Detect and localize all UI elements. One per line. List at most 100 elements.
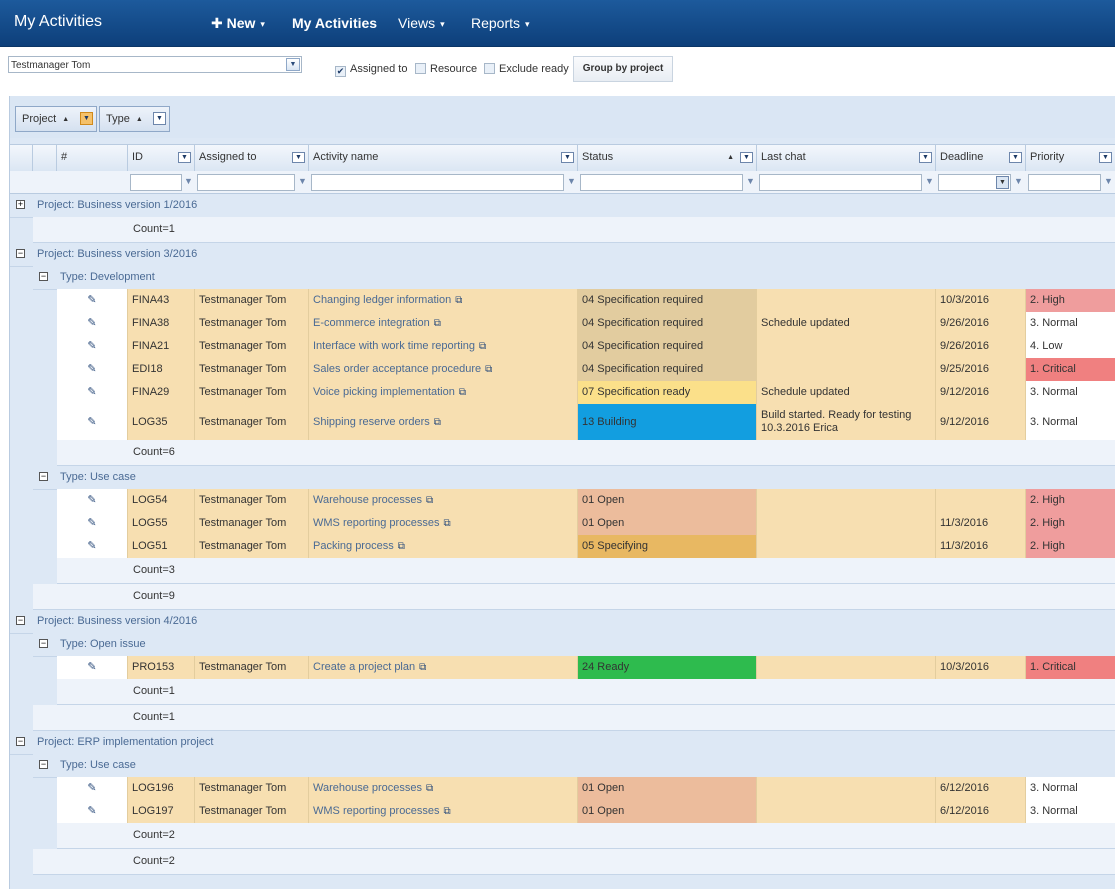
filter-input-status[interactable] xyxy=(580,174,743,191)
chevron-down-icon[interactable]: ▼ xyxy=(919,152,932,163)
col-lastchat[interactable]: Last chat ▼ xyxy=(757,145,936,171)
external-link-icon[interactable]: ⧉ xyxy=(455,295,463,306)
table-row[interactable]: ✎ LOG196 Testmanager Tom Warehouse processe… xyxy=(57,777,1115,801)
checkbox-icon[interactable] xyxy=(484,63,495,74)
chevron-down-icon[interactable]: ▼ xyxy=(1099,152,1112,163)
chevron-down-icon[interactable]: ▼ xyxy=(286,58,300,71)
filter-input-deadline[interactable]: ▼ xyxy=(938,174,1011,191)
external-link-icon[interactable]: ⧉ xyxy=(397,541,405,552)
expand-icon[interactable]: + xyxy=(16,199,25,209)
edit-icon[interactable]: ✎ xyxy=(87,386,97,398)
external-link-icon[interactable]: ⧉ xyxy=(458,387,466,398)
cell-activity[interactable]: Voice picking implementation ⧉ xyxy=(309,381,578,404)
chevron-down-icon[interactable]: ▼ xyxy=(292,152,305,163)
nav-my-activities[interactable]: My Activities xyxy=(292,15,378,31)
edit-icon[interactable]: ✎ xyxy=(87,805,97,817)
external-link-icon[interactable]: ⧉ xyxy=(426,495,434,506)
edit-icon[interactable]: ✎ xyxy=(87,415,97,428)
cell-edit[interactable]: ✎ xyxy=(57,535,128,558)
filter-icon[interactable]: ▼ xyxy=(298,176,307,186)
external-link-icon[interactable]: ⧉ xyxy=(433,416,441,428)
collapse-icon[interactable]: − xyxy=(16,248,25,258)
external-link-icon[interactable]: ⧉ xyxy=(433,318,441,329)
collapse-icon[interactable]: − xyxy=(39,638,48,648)
filter-icon[interactable]: ▼ xyxy=(184,176,193,186)
filter-input-id[interactable] xyxy=(130,174,182,191)
chevron-down-icon[interactable]: ▼ xyxy=(153,112,166,125)
cell-activity[interactable]: E-commerce integration ⧉ xyxy=(309,312,578,335)
cell-activity[interactable]: Sales order acceptance procedure ⧉ xyxy=(309,358,578,381)
cell-activity[interactable]: Interface with work time reporting ⧉ xyxy=(309,335,578,358)
external-link-icon[interactable]: ⧉ xyxy=(485,364,493,375)
table-row[interactable]: ✎ FINA38 Testmanager Tom E-commerce integra… xyxy=(57,312,1115,336)
cell-edit[interactable]: ✎ xyxy=(57,512,128,535)
nav-new[interactable]: ✚ New ▾ xyxy=(211,15,265,32)
nav-views[interactable]: Views ▾ xyxy=(398,15,445,31)
table-row[interactable]: ✎ LOG197 Testmanager Tom WMS reporting proc… xyxy=(57,800,1115,824)
group-pill-project[interactable]: Project ▲ ▼ xyxy=(15,106,97,132)
collapse-icon[interactable]: − xyxy=(16,615,25,625)
type-group-row[interactable]: − Type: Use case xyxy=(33,466,1115,490)
cell-activity[interactable]: Shipping reserve orders ⧉ xyxy=(309,404,578,440)
cell-edit[interactable]: ✎ xyxy=(57,312,128,335)
collapse-icon[interactable]: − xyxy=(39,759,48,769)
chevron-down-icon[interactable]: ▼ xyxy=(1009,152,1022,163)
project-group-row[interactable]: + Project: Business version 1/2016 xyxy=(10,194,1115,218)
filter-input-assigned[interactable] xyxy=(197,174,295,191)
chevron-down-icon[interactable]: ▼ xyxy=(561,152,574,163)
table-row[interactable]: ✎ LOG55 Testmanager Tom WMS reporting proce… xyxy=(57,512,1115,536)
chevron-down-icon[interactable]: ▼ xyxy=(740,152,753,163)
edit-icon[interactable]: ✎ xyxy=(87,317,97,329)
type-group-row[interactable]: − Type: Use case xyxy=(33,754,1115,778)
table-row[interactable]: ✎ FINA29 Testmanager Tom Voice picking impl… xyxy=(57,381,1115,405)
cell-activity[interactable]: Changing ledger information ⧉ xyxy=(309,289,578,312)
col-id[interactable]: ID ▼ xyxy=(128,145,195,171)
user-select[interactable]: Testmanager Tom ▼ xyxy=(8,56,302,73)
project-group-row[interactable]: − Project: ERP implementation project xyxy=(10,731,1115,755)
table-row[interactable]: ✎ PRO153 Testmanager Tom Create a project p… xyxy=(57,656,1115,680)
edit-icon[interactable]: ✎ xyxy=(87,363,97,375)
cell-edit[interactable]: ✎ xyxy=(57,358,128,381)
col-assigned[interactable]: Assigned to ▼ xyxy=(195,145,309,171)
cell-edit[interactable]: ✎ xyxy=(57,335,128,358)
edit-icon[interactable]: ✎ xyxy=(87,517,97,529)
cell-edit[interactable]: ✎ xyxy=(57,289,128,312)
col-activity[interactable]: Activity name ▼ xyxy=(309,145,578,171)
col-status[interactable]: Status ▲ ▼ xyxy=(578,145,757,171)
cell-activity[interactable]: Warehouse processes ⧉ xyxy=(309,489,578,512)
cell-edit[interactable]: ✎ xyxy=(57,777,128,800)
collapse-icon[interactable]: − xyxy=(39,271,48,281)
edit-icon[interactable]: ✎ xyxy=(87,782,97,794)
resource-checkbox[interactable]: Resource xyxy=(415,63,477,76)
checkbox-icon[interactable] xyxy=(415,63,426,74)
type-group-row[interactable]: − Type: Development xyxy=(33,266,1115,290)
assigned-to-checkbox[interactable]: ✔ Assigned to xyxy=(335,63,407,77)
cell-activity[interactable]: Packing process ⧉ xyxy=(309,535,578,558)
filter-icon[interactable]: ▼ xyxy=(1014,176,1023,186)
external-link-icon[interactable]: ⧉ xyxy=(479,341,487,352)
nav-reports[interactable]: Reports ▾ xyxy=(471,15,530,31)
cell-edit[interactable]: ✎ xyxy=(57,489,128,512)
cell-activity[interactable]: WMS reporting processes ⧉ xyxy=(309,800,578,823)
external-link-icon[interactable]: ⧉ xyxy=(443,518,451,529)
exclude-ready-checkbox[interactable]: Exclude ready xyxy=(484,63,569,76)
filter-input-lastchat[interactable] xyxy=(759,174,922,191)
project-group-row[interactable]: − Project: Business version 3/2016 xyxy=(10,243,1115,267)
edit-icon[interactable]: ✎ xyxy=(87,294,97,306)
table-row[interactable]: ✎ EDI18 Testmanager Tom Sales order accepta… xyxy=(57,358,1115,382)
cell-edit[interactable]: ✎ xyxy=(57,404,128,440)
col-hash[interactable]: # xyxy=(57,145,128,171)
table-row[interactable]: ✎ LOG51 Testmanager Tom Packing process ⧉ 05 … xyxy=(57,535,1115,559)
table-row[interactable]: ✎ LOG35 Testmanager Tom Shipping reserve or… xyxy=(57,404,1115,441)
checkbox-checked-icon[interactable]: ✔ xyxy=(335,66,346,77)
edit-icon[interactable]: ✎ xyxy=(87,540,97,552)
group-by-project-button[interactable]: Group by project xyxy=(573,56,673,82)
filter-icon[interactable]: ▼ xyxy=(1104,176,1113,186)
collapse-icon[interactable]: − xyxy=(16,736,25,746)
cell-edit[interactable]: ✎ xyxy=(57,656,128,679)
external-link-icon[interactable]: ⧉ xyxy=(426,783,434,794)
col-deadline[interactable]: Deadline ▼ xyxy=(936,145,1026,171)
col-priority[interactable]: Priority ▼ xyxy=(1026,145,1115,171)
type-group-row[interactable]: − Type: Open issue xyxy=(33,633,1115,657)
edit-icon[interactable]: ✎ xyxy=(87,661,97,673)
